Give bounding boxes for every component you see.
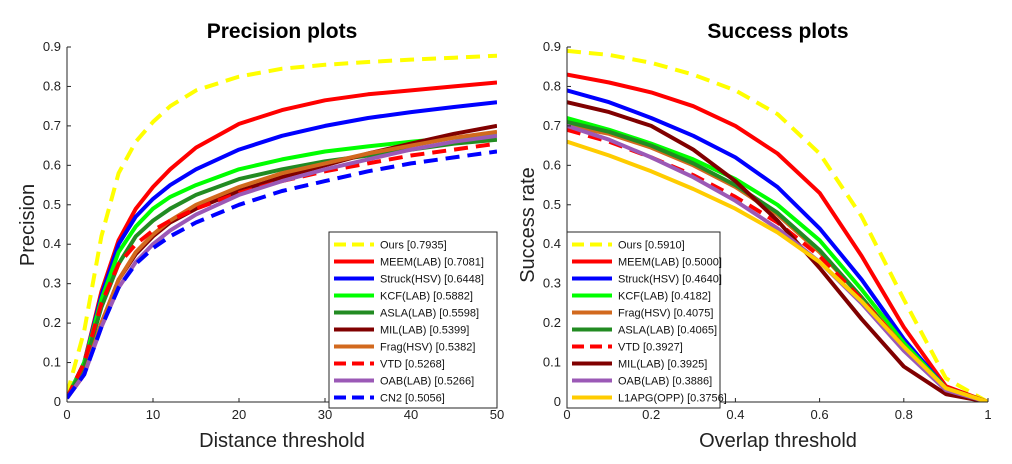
y-tick-label: 0.7: [543, 118, 561, 133]
y-tick-label: 0.2: [543, 315, 561, 330]
legend-label-9: CN2 [0.5056]: [380, 393, 445, 405]
series-line-7: [67, 141, 497, 399]
y-tick-label: 0.3: [43, 276, 61, 291]
y-tick-label: 0.3: [543, 276, 561, 291]
y-tick-label: 0.8: [543, 78, 561, 93]
chart-title: Success plots: [707, 20, 848, 43]
chart-panel-0: 0 10 20 30 40 50 0 0.1 0.2 0.3 0.4 0.5 0.6 0.7 0.8 0.9 P…: [17, 20, 504, 452]
y-tick-label: 0.9: [43, 39, 61, 54]
x-axis-label: Overlap threshold: [699, 430, 857, 452]
series-group: [67, 53, 497, 400]
y-tick-label: 0: [554, 394, 561, 409]
series-line-0: [67, 53, 497, 395]
x-tick-label: 0.8: [895, 407, 913, 422]
x-tick-label: 40: [404, 407, 418, 422]
x-tick-label: 1: [984, 407, 991, 422]
y-tick-label: 0.1: [543, 355, 561, 370]
series-line-6: [67, 129, 497, 400]
legend-label-8: OAB(LAB) [0.5266]: [380, 376, 474, 388]
y-tick-label: 0.5: [543, 197, 561, 212]
legend-label-7: MIL(LAB) [0.3925]: [618, 359, 707, 371]
x-tick-label: 0: [63, 407, 70, 422]
series-group: [567, 48, 988, 402]
legend-label-6: Frag(HSV) [0.5382]: [380, 342, 475, 354]
legend-label-4: ASLA(LAB) [0.5598]: [380, 308, 479, 320]
legend-label-1: MEEM(LAB) [0.5000]: [618, 257, 722, 269]
legend-label-8: OAB(LAB) [0.3886]: [618, 376, 712, 388]
y-tick-label: 0.8: [43, 78, 61, 93]
legend-label-1: MEEM(LAB) [0.7081]: [380, 257, 484, 269]
legend-label-5: MIL(LAB) [0.5399]: [380, 325, 469, 337]
legend-label-3: KCF(LAB) [0.5882]: [380, 291, 473, 303]
x-tick-label: 0.6: [811, 407, 829, 422]
chart-panel-1: 0 0.2 0.4 0.6 0.8 1 0 0.1 0.2 0.3 0.4 0.5 0.6 0.7 0.8 0…: [517, 20, 992, 452]
legend-label-5: ASLA(LAB) [0.4065]: [618, 325, 717, 337]
y-axis-label: Precision: [17, 184, 39, 266]
y-tick-label: 0.6: [543, 157, 561, 172]
x-axis-label: Distance threshold: [199, 430, 365, 452]
series-line-8: [567, 123, 988, 402]
y-tick-label: 0.7: [43, 118, 61, 133]
y-tick-label: 0.4: [43, 236, 61, 251]
x-tick-label: 20: [232, 407, 246, 422]
x-tick-label: 0.2: [642, 407, 660, 422]
y-tick-label: 0: [54, 394, 61, 409]
legend-label-3: KCF(LAB) [0.4182]: [618, 291, 711, 303]
legend-label-7: VTD [0.5268]: [380, 359, 445, 371]
x-tick-label: 0: [563, 407, 570, 422]
legend-label-0: Ours [0.5910]: [618, 240, 685, 252]
series-line-0: [567, 48, 988, 402]
series-line-1: [567, 72, 988, 402]
x-tick-label: 30: [318, 407, 332, 422]
legend-label-9: L1APG(OPP) [0.3756]: [618, 393, 727, 405]
series-line-9: [567, 139, 988, 402]
y-tick-label: 0.4: [543, 236, 561, 251]
y-tick-label: 0.5: [43, 197, 61, 212]
series-line-7: [567, 100, 988, 402]
y-axis-label: Success rate: [517, 167, 539, 283]
y-tick-label: 0.6: [43, 157, 61, 172]
legend: Ours [0.5910] MEEM(LAB) [0.5000] Struck(HS…: [566, 231, 727, 409]
y-tick-label: 0.9: [543, 39, 561, 54]
legend-label-2: Struck(HSV) [0.6448]: [380, 274, 484, 286]
series-line-9: [67, 149, 497, 400]
legend: Ours [0.7935] MEEM(LAB) [0.7081] Struck(HS…: [328, 231, 498, 409]
series-line-3: [67, 133, 497, 399]
y-tick-label: 0.2: [43, 315, 61, 330]
x-tick-label: 0.4: [726, 407, 744, 422]
x-tick-label: 10: [146, 407, 160, 422]
legend-label-4: Frag(HSV) [0.4075]: [618, 308, 713, 320]
x-tick-label: 50: [490, 407, 504, 422]
legend-label-6: VTD [0.3927]: [618, 342, 683, 354]
y-tick-label: 0.1: [43, 355, 61, 370]
legend-label-0: Ours [0.7935]: [380, 240, 447, 252]
chart-title: Precision plots: [207, 20, 358, 43]
legend-label-2: Struck(HSV) [0.4640]: [618, 274, 722, 286]
